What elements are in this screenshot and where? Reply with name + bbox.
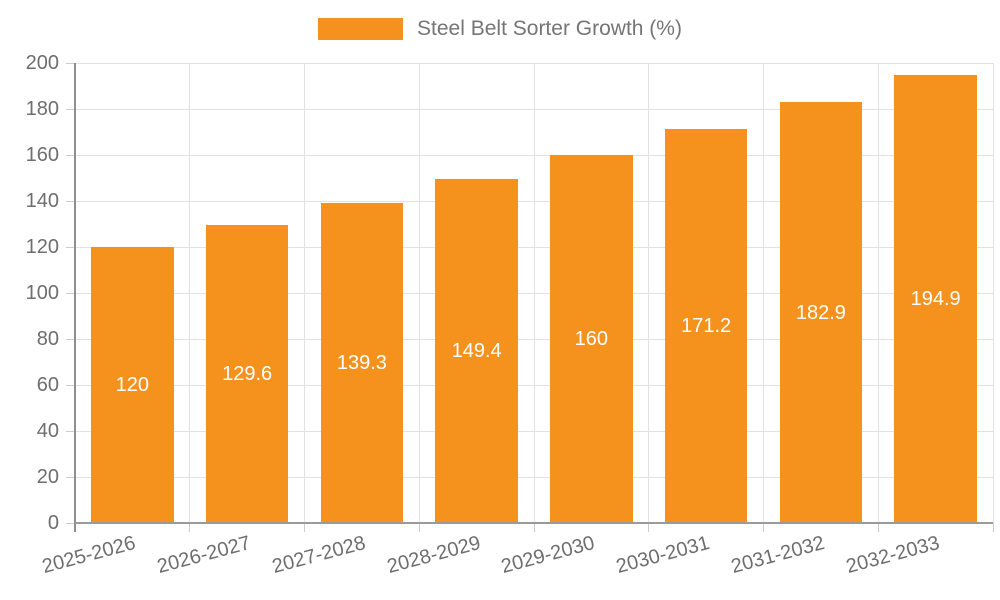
bar	[205, 224, 289, 523]
bar	[435, 179, 518, 523]
bar-value-label: 171.2	[681, 315, 732, 338]
gridline-vertical	[763, 63, 764, 523]
y-axis-tick	[66, 62, 75, 64]
gridline-vertical	[533, 63, 535, 523]
x-axis-tick	[189, 523, 191, 532]
y-axis-label: 140	[25, 190, 59, 212]
x-axis-tick	[992, 523, 994, 532]
bar	[550, 155, 633, 523]
bar-value-label: 129.6	[222, 362, 273, 385]
y-axis-label: 100	[25, 282, 59, 304]
bar	[894, 74, 977, 523]
y-axis-label: 180	[25, 98, 59, 120]
bar	[779, 102, 863, 523]
bar-value-label: 120	[115, 374, 150, 396]
gridline-vertical	[418, 63, 420, 523]
y-axis-tick	[66, 246, 75, 248]
y-axis-label: 160	[25, 144, 59, 166]
gridline-vertical	[877, 63, 879, 523]
x-axis-tick	[418, 523, 420, 532]
bar-value-label: 182.9	[795, 301, 846, 324]
y-axis-label: 200	[25, 52, 59, 74]
y-axis-tick	[66, 476, 75, 478]
legend-swatch	[318, 18, 404, 40]
y-axis-label: 60	[36, 374, 59, 396]
gridline-vertical	[992, 63, 994, 523]
x-axis-line	[75, 522, 993, 524]
bar-value-label: 149.4	[451, 340, 502, 363]
x-axis-tick	[763, 523, 764, 532]
bar-value-label: 194.9	[910, 287, 961, 310]
y-axis-tick	[66, 430, 75, 432]
y-axis-tick	[66, 384, 75, 386]
bar	[91, 247, 174, 523]
y-axis-tick	[66, 292, 75, 294]
x-axis-tick	[648, 523, 650, 532]
gridline-vertical	[648, 63, 650, 523]
y-axis-tick	[66, 154, 75, 156]
x-axis-tick	[304, 523, 305, 532]
bar	[664, 129, 748, 523]
x-axis-tick	[533, 523, 535, 532]
bar-value-label: 160	[574, 328, 609, 350]
y-axis-label: 120	[25, 236, 59, 258]
y-axis-tick	[66, 200, 75, 202]
y-axis-label: 0	[47, 512, 59, 534]
chart-legend[interactable]: Steel Belt Sorter Growth (%)	[0, 16, 1000, 42]
y-axis-label: 20	[36, 466, 59, 488]
gridline-vertical	[304, 63, 305, 523]
y-axis-label: 40	[36, 420, 59, 442]
x-axis-tick	[877, 523, 879, 532]
bar	[320, 202, 404, 523]
y-axis-label: 80	[36, 328, 59, 350]
y-axis-tick	[66, 338, 75, 340]
gridline-vertical	[189, 63, 191, 523]
y-axis-line	[74, 63, 76, 532]
y-axis-tick	[66, 522, 75, 524]
bar-value-label: 139.3	[336, 351, 387, 374]
legend-label: Steel Belt Sorter Growth (%)	[417, 17, 682, 40]
y-axis-tick	[66, 108, 75, 110]
